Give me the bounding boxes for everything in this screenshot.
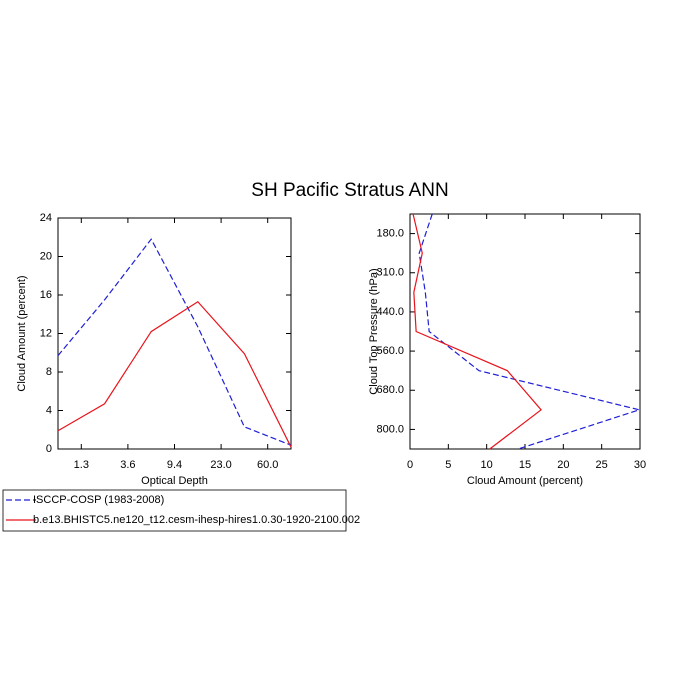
y-tick-label: 8 — [46, 366, 52, 378]
x-tick-label: 9.4 — [167, 459, 182, 471]
y-axis-label: Cloud Top Pressure (hPa) — [368, 268, 380, 394]
series-line — [418, 213, 642, 450]
plot-frame — [409, 213, 641, 450]
series-line — [57, 300, 292, 448]
y-tick-label: 310.0 — [376, 267, 404, 279]
y-axis-label: Cloud Amount (percent) — [16, 275, 28, 391]
x-tick-label: 25 — [596, 459, 608, 471]
x-axis-label: Cloud Amount (percent) — [467, 475, 583, 487]
figure-title: SH Pacific Stratus ANN — [251, 180, 448, 201]
x-tick-label: 5 — [445, 459, 451, 471]
legend-label: b.e13.BHISTC5.ne120_t12.cesm-ihesp-hires… — [33, 514, 360, 526]
x-tick-label: 15 — [519, 459, 531, 471]
y-tick-label: 16 — [40, 289, 52, 301]
x-tick-label: 3.6 — [120, 459, 135, 471]
legend-box — [2, 489, 347, 532]
legend-label: ISCCP-COSP (1983-2008) — [33, 494, 164, 506]
y-tick-label: 12 — [40, 327, 52, 339]
x-axis-label: Optical Depth — [141, 475, 208, 487]
y-tick-label: 440.0 — [376, 306, 404, 318]
y-tick-label: 180.0 — [376, 227, 404, 239]
y-tick-label: 0 — [46, 443, 52, 455]
series-line — [412, 213, 542, 450]
x-tick-label: 60.0 — [257, 459, 278, 471]
x-tick-label: 30 — [634, 459, 646, 471]
x-tick-label: 1.3 — [74, 459, 89, 471]
x-tick-label: 10 — [481, 459, 493, 471]
plot-frame — [57, 217, 292, 450]
x-tick-label: 20 — [557, 459, 569, 471]
y-tick-label: 560.0 — [376, 345, 404, 357]
y-tick-label: 800.0 — [376, 423, 404, 435]
y-tick-label: 20 — [40, 250, 52, 262]
y-tick-label: 24 — [40, 212, 52, 224]
y-tick-label: 680.0 — [376, 384, 404, 396]
x-tick-label: 23.0 — [210, 459, 231, 471]
series-line — [57, 238, 292, 446]
x-tick-label: 0 — [407, 459, 413, 471]
y-tick-label: 4 — [46, 404, 52, 416]
